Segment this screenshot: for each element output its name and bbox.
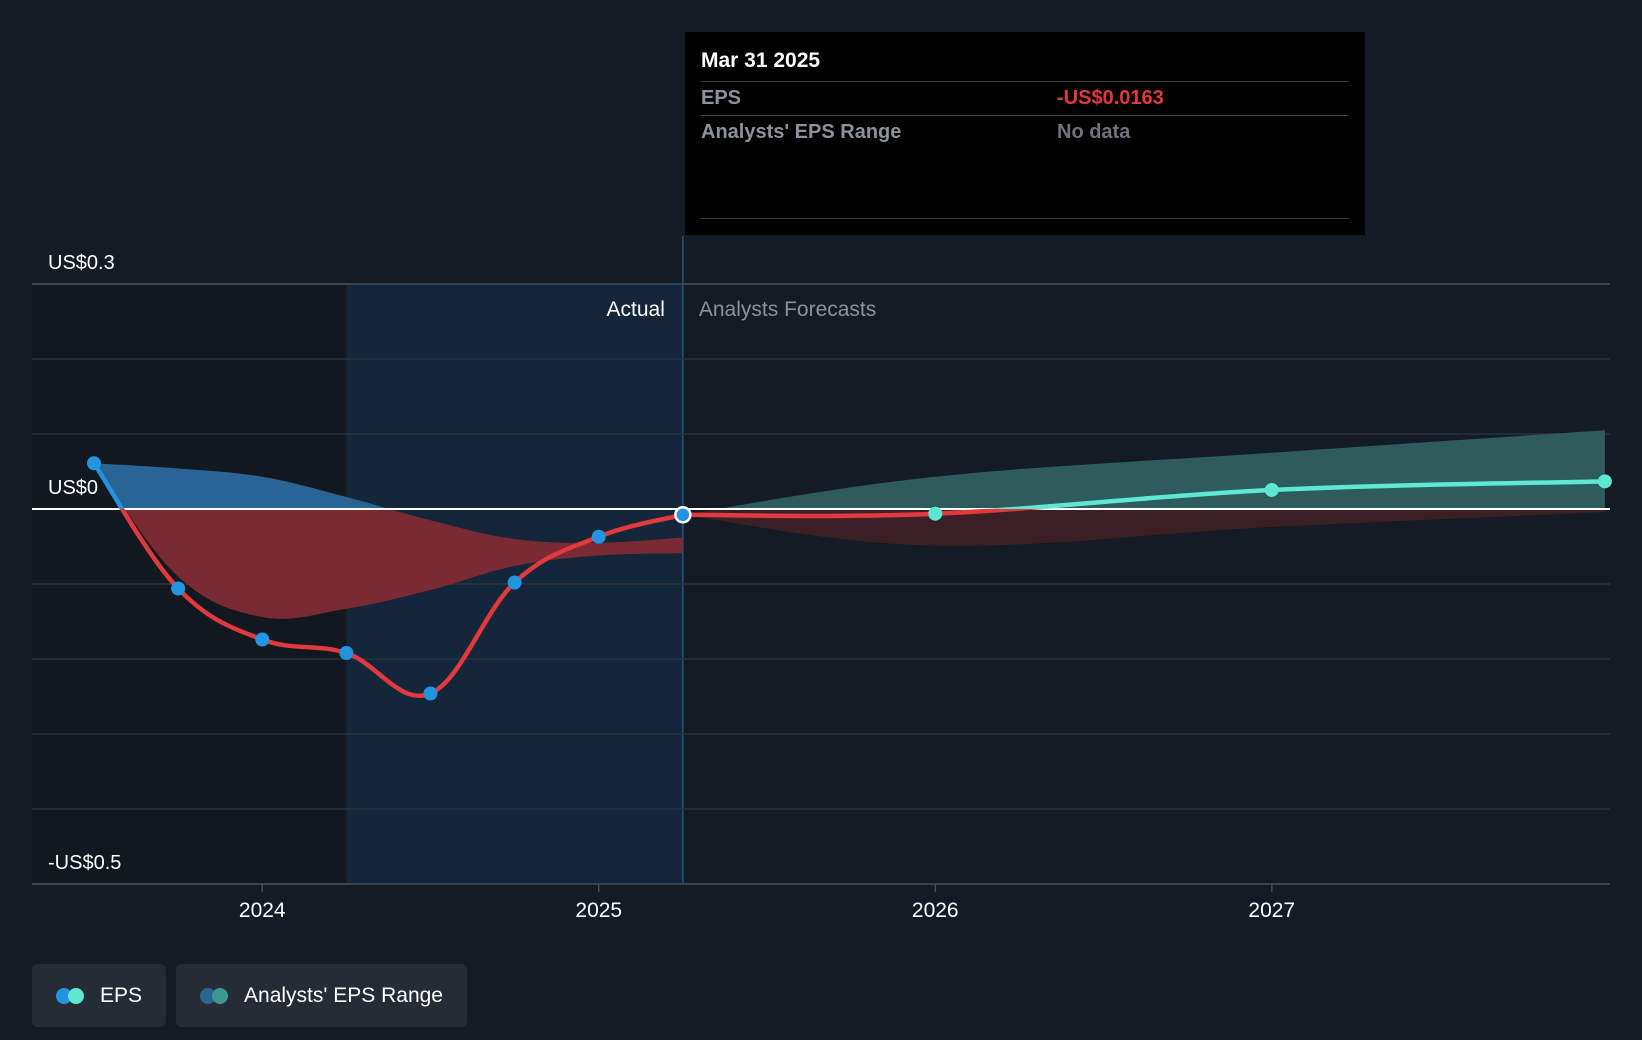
- tooltip-row-eps: EPS -US$0.0163: [701, 81, 1349, 115]
- actual-range-band-above: [94, 463, 390, 509]
- actual-range-band-below: [124, 509, 683, 619]
- y-tick-label: US$0: [48, 477, 98, 499]
- tooltip-divider: [701, 218, 1349, 219]
- legend-range-label: Analysts' EPS Range: [244, 983, 443, 1007]
- eps-point: [1264, 482, 1279, 497]
- eps-forecast-line-negative: [680, 509, 1045, 519]
- tooltip-eps-value: -US$0.0163: [1057, 87, 1164, 109]
- eps-points: [87, 456, 1612, 701]
- legend-range-dots-icon: [200, 987, 230, 1004]
- forecast-range-band-above: [717, 430, 1605, 509]
- forecast-section-label: Analysts Forecasts: [699, 298, 876, 321]
- tooltip-range-label: Analysts' EPS Range: [701, 121, 902, 143]
- eps-point: [591, 529, 606, 544]
- eps-point: [507, 575, 522, 590]
- actual-section-label: Actual: [607, 298, 665, 321]
- x-tick-label: 2027: [1248, 899, 1295, 922]
- x-tick-label: 2024: [239, 899, 286, 922]
- eps-range-bands: [94, 430, 1605, 619]
- legend-eps-label: EPS: [100, 983, 143, 1007]
- eps-point: [87, 456, 101, 471]
- eps-point: [255, 632, 270, 647]
- eps-point: [1597, 474, 1612, 489]
- tooltip-eps-label: EPS: [701, 87, 742, 109]
- x-tick-label: 2026: [912, 899, 959, 922]
- chart-legend: EPS Analysts' EPS Range: [32, 964, 467, 1027]
- eps-forecast-line-positive: [981, 479, 1608, 509]
- eps-point: [928, 506, 943, 521]
- legend-eps-dots-icon: [56, 987, 86, 1004]
- y-tick-label: US$0.3: [48, 252, 115, 274]
- tooltip-range-value: No data: [1057, 121, 1131, 143]
- forecast-range-band-below: [682, 509, 1605, 546]
- eps-point: [171, 581, 186, 596]
- eps-highlighted-point: [674, 506, 692, 524]
- axis-labels: US$0.3 US$0 -US$0.5 2024 2025 2026 2027 Actual A…: [48, 252, 1295, 922]
- legend-item-eps-range[interactable]: Analysts' EPS Range: [176, 964, 467, 1027]
- tooltip-date: Mar 31 2025: [701, 49, 821, 72]
- y-tick-label: -US$0.5: [48, 852, 121, 874]
- x-tick-label: 2025: [575, 899, 622, 922]
- eps-tooltip: Mar 31 2025 EPS -US$0.0163 Analysts' EPS…: [685, 32, 1365, 235]
- tooltip-row-range: Analysts' EPS Range No data: [701, 115, 1349, 149]
- eps-point: [423, 686, 438, 701]
- legend-item-eps[interactable]: EPS: [32, 964, 167, 1027]
- eps-point: [339, 646, 354, 660]
